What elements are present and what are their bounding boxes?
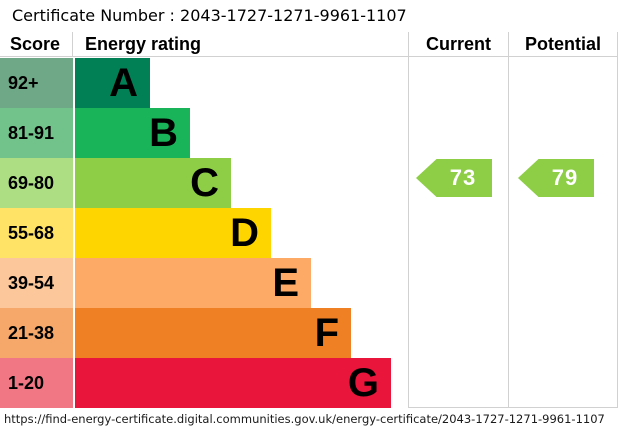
column-header-energy-rating: Energy rating — [85, 34, 202, 54]
band-bar-f: F — [75, 308, 351, 358]
band-bar-b: B — [75, 108, 190, 158]
column-header-score: Score — [10, 34, 61, 54]
band-row-g: 1-20 G — [0, 358, 620, 408]
score-range-c: 69-80 — [0, 158, 73, 208]
column-header-potential: Potential — [524, 34, 601, 54]
score-range-e: 39-54 — [0, 258, 73, 308]
score-range-a: 92+ — [0, 58, 73, 108]
band-row-c: 69-80 C — [0, 158, 620, 208]
band-row-d: 55-68 D — [0, 208, 620, 258]
score-column-divider — [72, 32, 73, 56]
band-row-f: 21-38 F — [0, 308, 620, 358]
column-header-current: Current — [425, 34, 491, 54]
score-range-f: 21-38 — [0, 308, 73, 358]
band-bar-a: A — [75, 58, 150, 108]
band-bar-g: G — [75, 358, 391, 408]
header-underline — [0, 56, 618, 57]
potential-column-divider — [508, 32, 509, 407]
score-range-b: 81-91 — [0, 108, 73, 158]
band-row-a: 92+ A — [0, 58, 620, 108]
band-bar-d: D — [75, 208, 271, 258]
band-row-b: 81-91 B — [0, 108, 620, 158]
band-bar-e: E — [75, 258, 311, 308]
certificate-url: https://find-energy-certificate.digital.… — [4, 412, 605, 426]
current-column-divider — [408, 32, 409, 407]
score-range-g: 1-20 — [0, 358, 73, 408]
score-range-d: 55-68 — [0, 208, 73, 258]
table-bottom-border — [408, 407, 618, 408]
certificate-number: Certificate Number : 2043-1727-1271-9961… — [12, 6, 407, 25]
band-row-e: 39-54 E — [0, 258, 620, 308]
table-right-border — [617, 32, 618, 407]
band-bar-c: C — [75, 158, 231, 208]
